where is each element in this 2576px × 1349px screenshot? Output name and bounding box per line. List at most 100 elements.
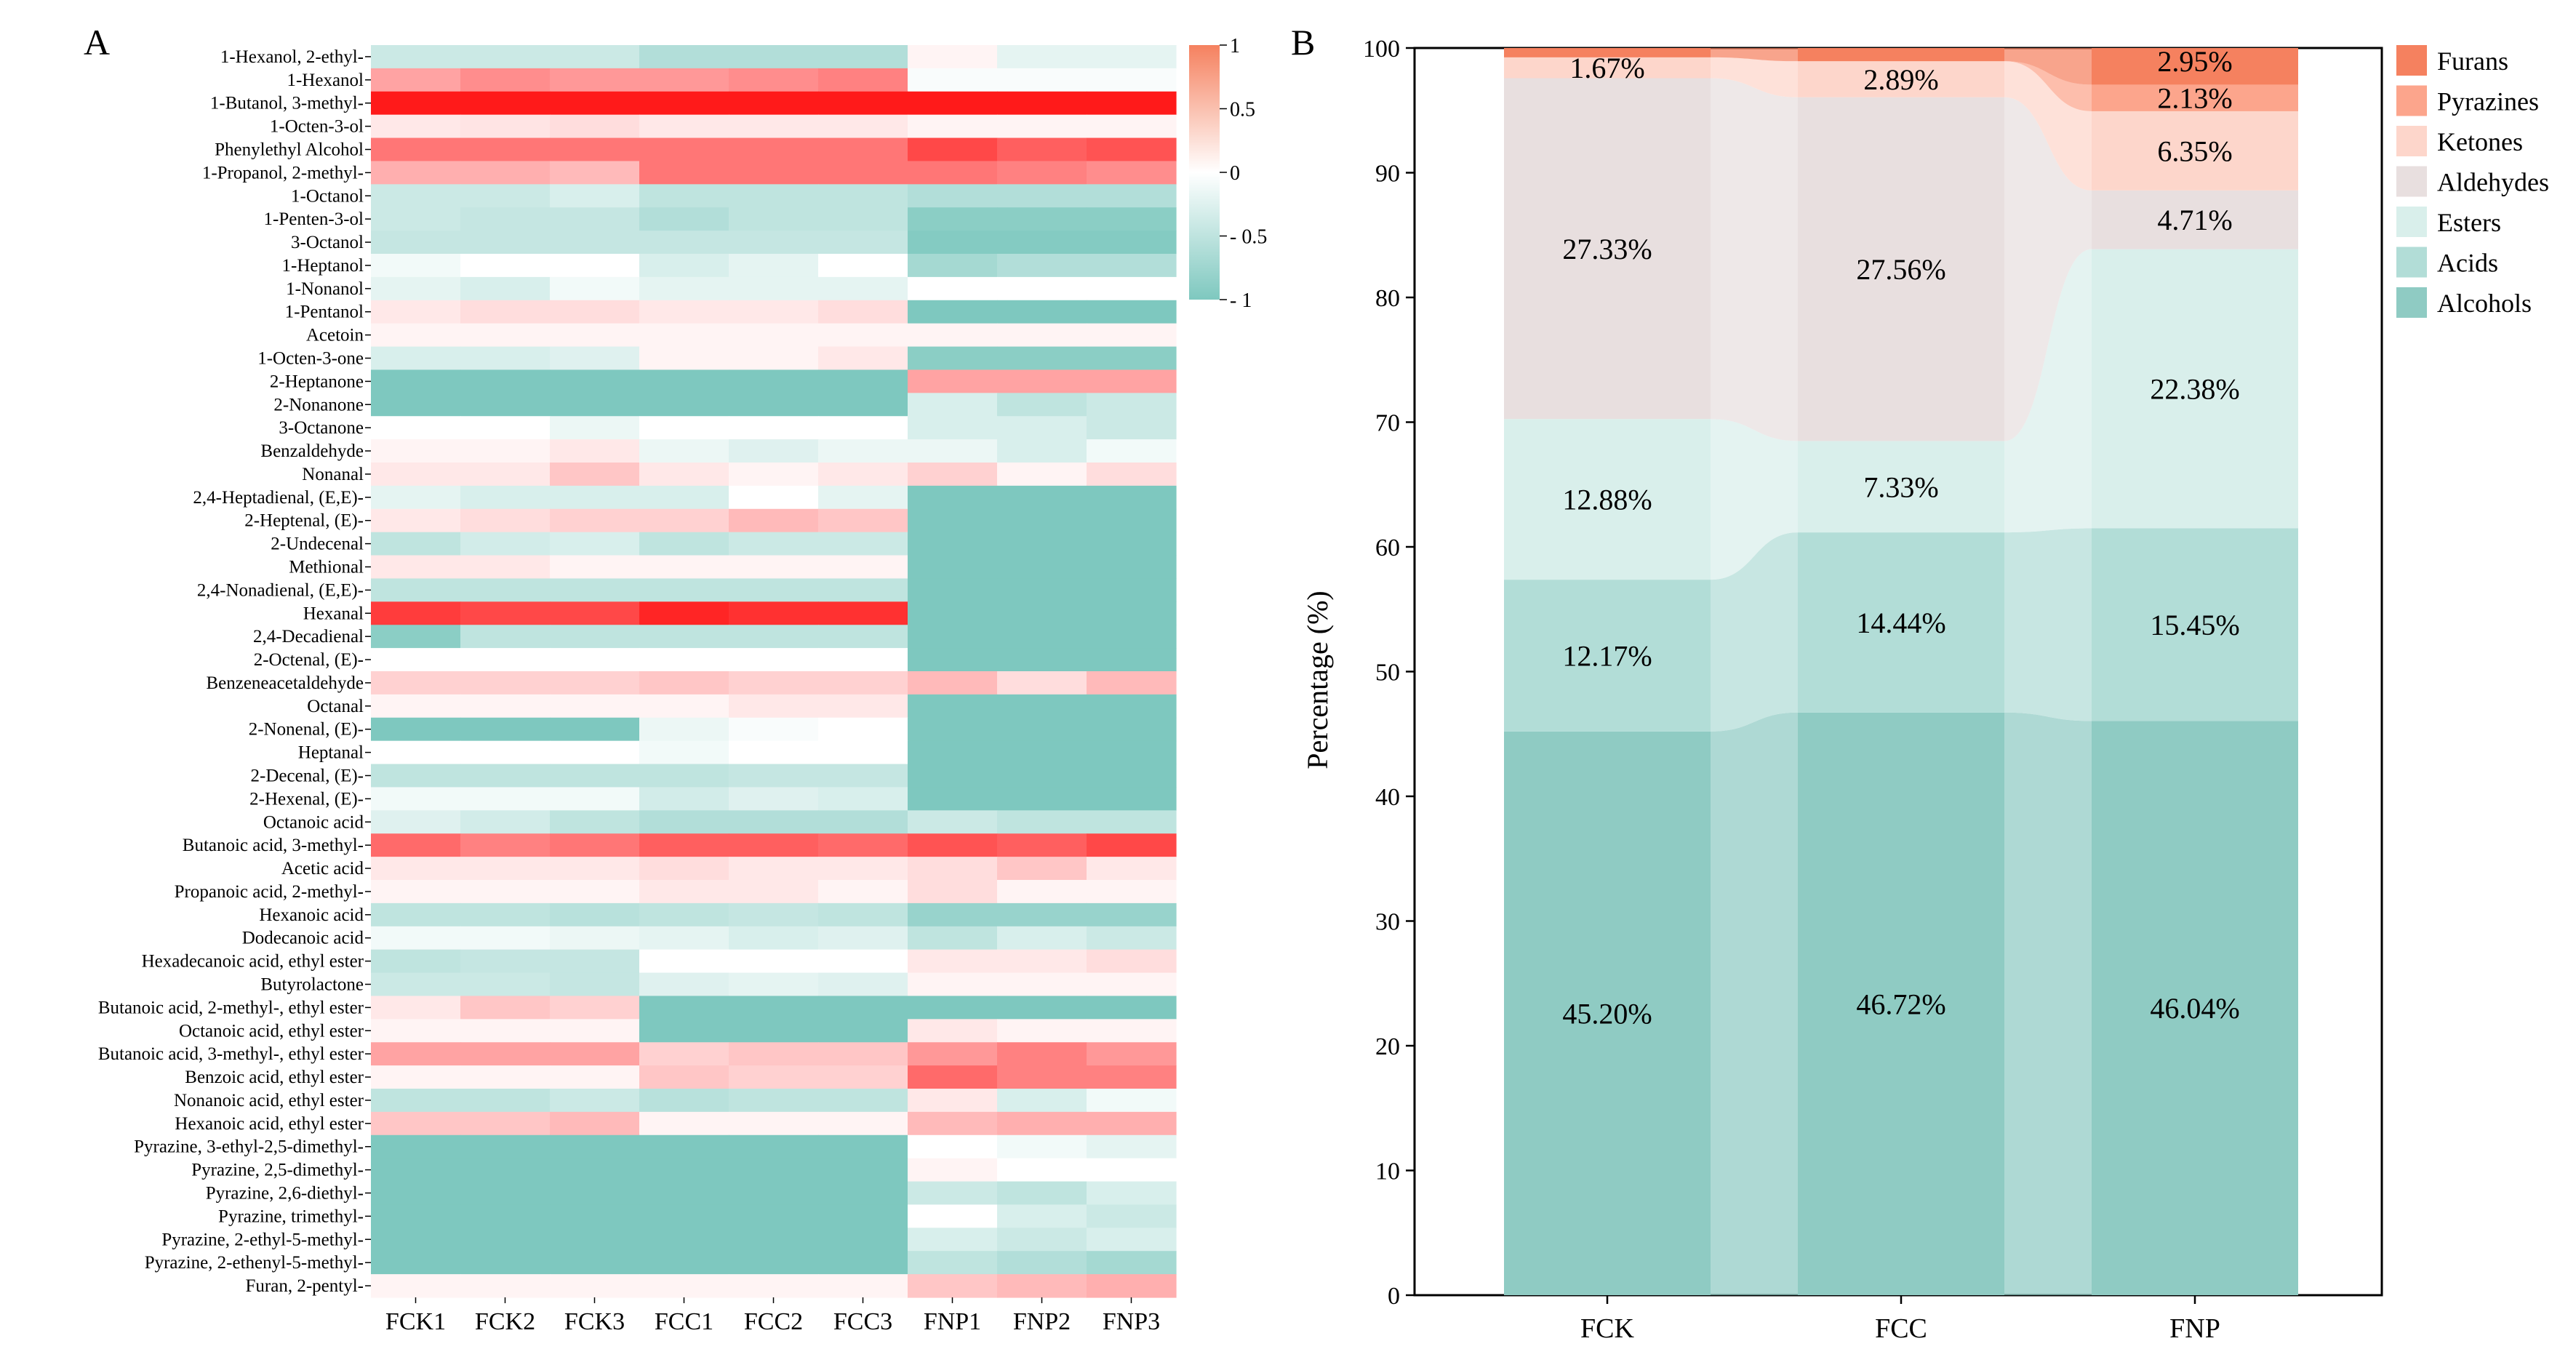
heatmap-cell	[908, 231, 998, 255]
column-label: FNP3	[1103, 1308, 1160, 1335]
heatmap-cell	[639, 1204, 729, 1228]
heatmap-cell	[818, 601, 908, 625]
heatmap-cell	[1087, 416, 1177, 440]
heatmap-cell	[550, 323, 640, 348]
heatmap-cell	[550, 532, 640, 556]
heatmap-cell	[818, 114, 908, 139]
heatmap-cell	[550, 91, 640, 116]
heatmap-cell	[460, 949, 551, 974]
heatmap-cell	[908, 323, 998, 348]
row-label: Nonanal	[302, 465, 364, 484]
heatmap-cell	[908, 1158, 998, 1182]
heatmap-cell	[1087, 833, 1177, 857]
bar-segment-aldehydes	[2092, 190, 2298, 249]
flow-acids	[2004, 528, 2092, 721]
heatmap-cell	[1087, 972, 1177, 997]
heatmap-cell	[729, 1111, 819, 1136]
heatmap-cell	[371, 508, 461, 533]
heatmap-cell	[460, 902, 551, 927]
heatmap-cell	[997, 508, 1087, 533]
bar-segment-alcohols	[2092, 721, 2298, 1295]
heatmap-cell	[460, 346, 551, 371]
heatmap-cell	[460, 91, 551, 116]
heatmap-cell	[818, 555, 908, 580]
heatmap-cell	[550, 740, 640, 765]
heatmap-cell	[997, 207, 1087, 231]
heatmap-cell	[1087, 694, 1177, 718]
heatmap-cell	[997, 532, 1087, 556]
row-label: Octanal	[307, 697, 364, 716]
heatmap-cell	[639, 972, 729, 997]
heatmap-cell	[639, 68, 729, 92]
heatmap-cell	[997, 671, 1087, 695]
heatmap-cell	[371, 996, 461, 1020]
heatmap-cell	[371, 1019, 461, 1043]
heatmap-cell	[908, 740, 998, 765]
heatmap-cell	[371, 207, 461, 231]
heatmap-cell	[908, 810, 998, 834]
heatmap-cell	[371, 439, 461, 463]
heatmap-cell	[639, 1134, 729, 1159]
heatmap-cell	[997, 555, 1087, 580]
y-tick-label: 0	[1388, 1283, 1400, 1310]
heatmap-cell	[550, 972, 640, 997]
heatmap-cell	[550, 463, 640, 487]
heatmap-cell	[639, 1089, 729, 1113]
heatmap-cell	[371, 1228, 461, 1252]
heatmap-cell	[997, 648, 1087, 672]
row-label: 1-Hexanol	[287, 71, 364, 90]
heatmap-cell	[997, 601, 1087, 625]
heatmap-cell	[997, 68, 1087, 92]
heatmap-cell	[550, 555, 640, 580]
heatmap-cell	[908, 972, 998, 997]
heatmap-cell	[729, 1181, 819, 1206]
heatmap-cell	[729, 91, 819, 116]
x-tick-label: FNP	[2169, 1313, 2220, 1344]
heatmap-cell	[729, 323, 819, 348]
heatmap-cell	[997, 1204, 1087, 1228]
heatmap-cell	[729, 463, 819, 487]
heatmap-cell	[460, 161, 551, 185]
stacked-bar-panel: B 45.20% 12.17% 12.88% 27.33% 1.67% 46.72% 14.…	[1291, 22, 2549, 1344]
y-tick-label: 20	[1375, 1033, 1400, 1060]
y-tick-label: 100	[1363, 36, 1400, 63]
heatmap-cell	[729, 161, 819, 185]
legend: Furans Pyrazines Ketones Aldehydes Esters Aci…	[2396, 45, 2549, 318]
row-label: 2-Undecenal	[271, 535, 364, 554]
heatmap-cell	[460, 555, 551, 580]
heatmap-cell	[1087, 996, 1177, 1020]
heatmap-cell	[460, 416, 551, 440]
heatmap-cell	[818, 902, 908, 927]
heatmap-cell	[1087, 114, 1177, 139]
heatmap-cell	[908, 1181, 998, 1206]
colorbar-tick-label: 1	[1230, 35, 1240, 57]
bar-segment-ketones	[2092, 111, 2298, 191]
heatmap-cell	[460, 393, 551, 417]
heatmap-cell	[639, 45, 729, 69]
heatmap-cell	[460, 463, 551, 487]
heatmap-cell	[460, 369, 551, 393]
heatmap-cell	[639, 1158, 729, 1182]
heatmap-cell	[639, 787, 729, 811]
heatmap-cell	[818, 1274, 908, 1298]
heatmap-cell	[908, 1065, 998, 1089]
heatmap-cell	[460, 207, 551, 231]
heatmap-cell	[818, 1158, 908, 1182]
flow-furans	[2004, 48, 2092, 85]
heatmap-cell	[1087, 254, 1177, 278]
heatmap-cell	[371, 532, 461, 556]
bar-segment-ketones	[1798, 61, 2004, 97]
heatmap-cell	[729, 857, 819, 881]
heatmap-cell	[371, 137, 461, 162]
heatmap-cell	[1087, 1019, 1177, 1043]
bar-value-label: 2.13%	[2157, 82, 2232, 115]
heatmap-cell	[818, 857, 908, 881]
heatmap-cell	[371, 1251, 461, 1275]
heatmap-cell	[550, 764, 640, 788]
heatmap-cell	[460, 1134, 551, 1159]
heatmap-cell	[371, 810, 461, 834]
heatmap-cell	[371, 416, 461, 440]
heatmap-cell	[639, 740, 729, 765]
heatmap-cell	[550, 857, 640, 881]
column-label: FCK2	[475, 1308, 535, 1335]
